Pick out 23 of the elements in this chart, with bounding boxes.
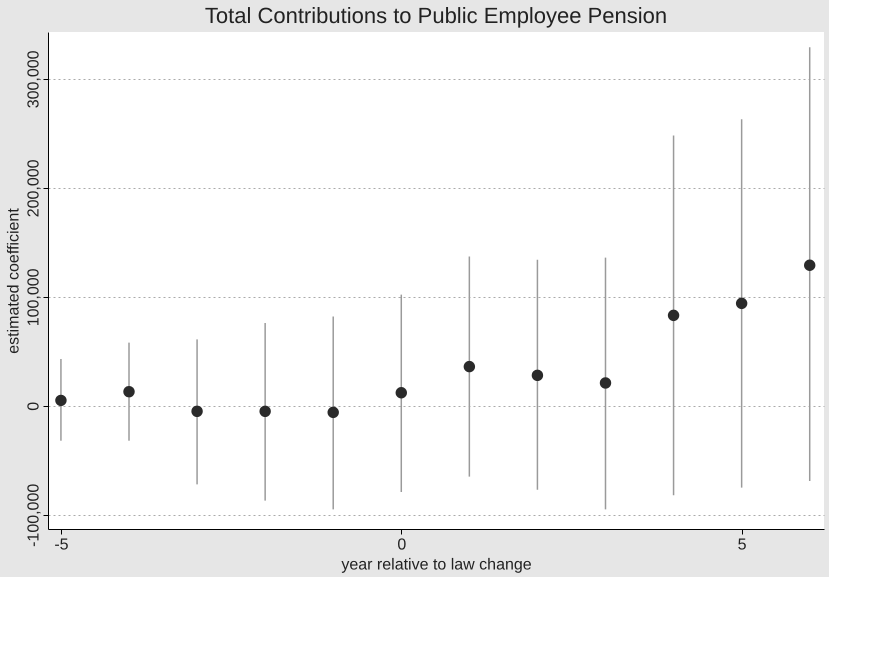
point — [55, 394, 67, 406]
point — [532, 370, 544, 382]
y-tick-label: 300,000 — [26, 50, 42, 108]
point — [600, 377, 612, 389]
x-tick-label: 0 — [397, 536, 406, 554]
point — [464, 360, 476, 372]
point — [804, 260, 816, 271]
point — [396, 387, 407, 398]
point — [191, 406, 203, 417]
point — [328, 406, 339, 418]
chart-title: Total Contributions to Public Employee Pension — [204, 3, 668, 28]
y-tick-label: 200,000 — [26, 159, 42, 218]
y-tick-label: 0 — [26, 402, 42, 411]
point — [736, 298, 748, 310]
y-tick-label: 100,000 — [26, 268, 42, 326]
y-axis-title: estimated coefficient — [6, 208, 22, 354]
y-tick-label: -100,000 — [26, 484, 42, 547]
point — [259, 406, 271, 417]
point — [668, 310, 680, 322]
x-axis-title: year relative to law change — [341, 556, 532, 574]
x-tick-label: -5 — [54, 536, 69, 554]
point — [123, 386, 135, 398]
x-tick-label: 5 — [738, 536, 747, 554]
